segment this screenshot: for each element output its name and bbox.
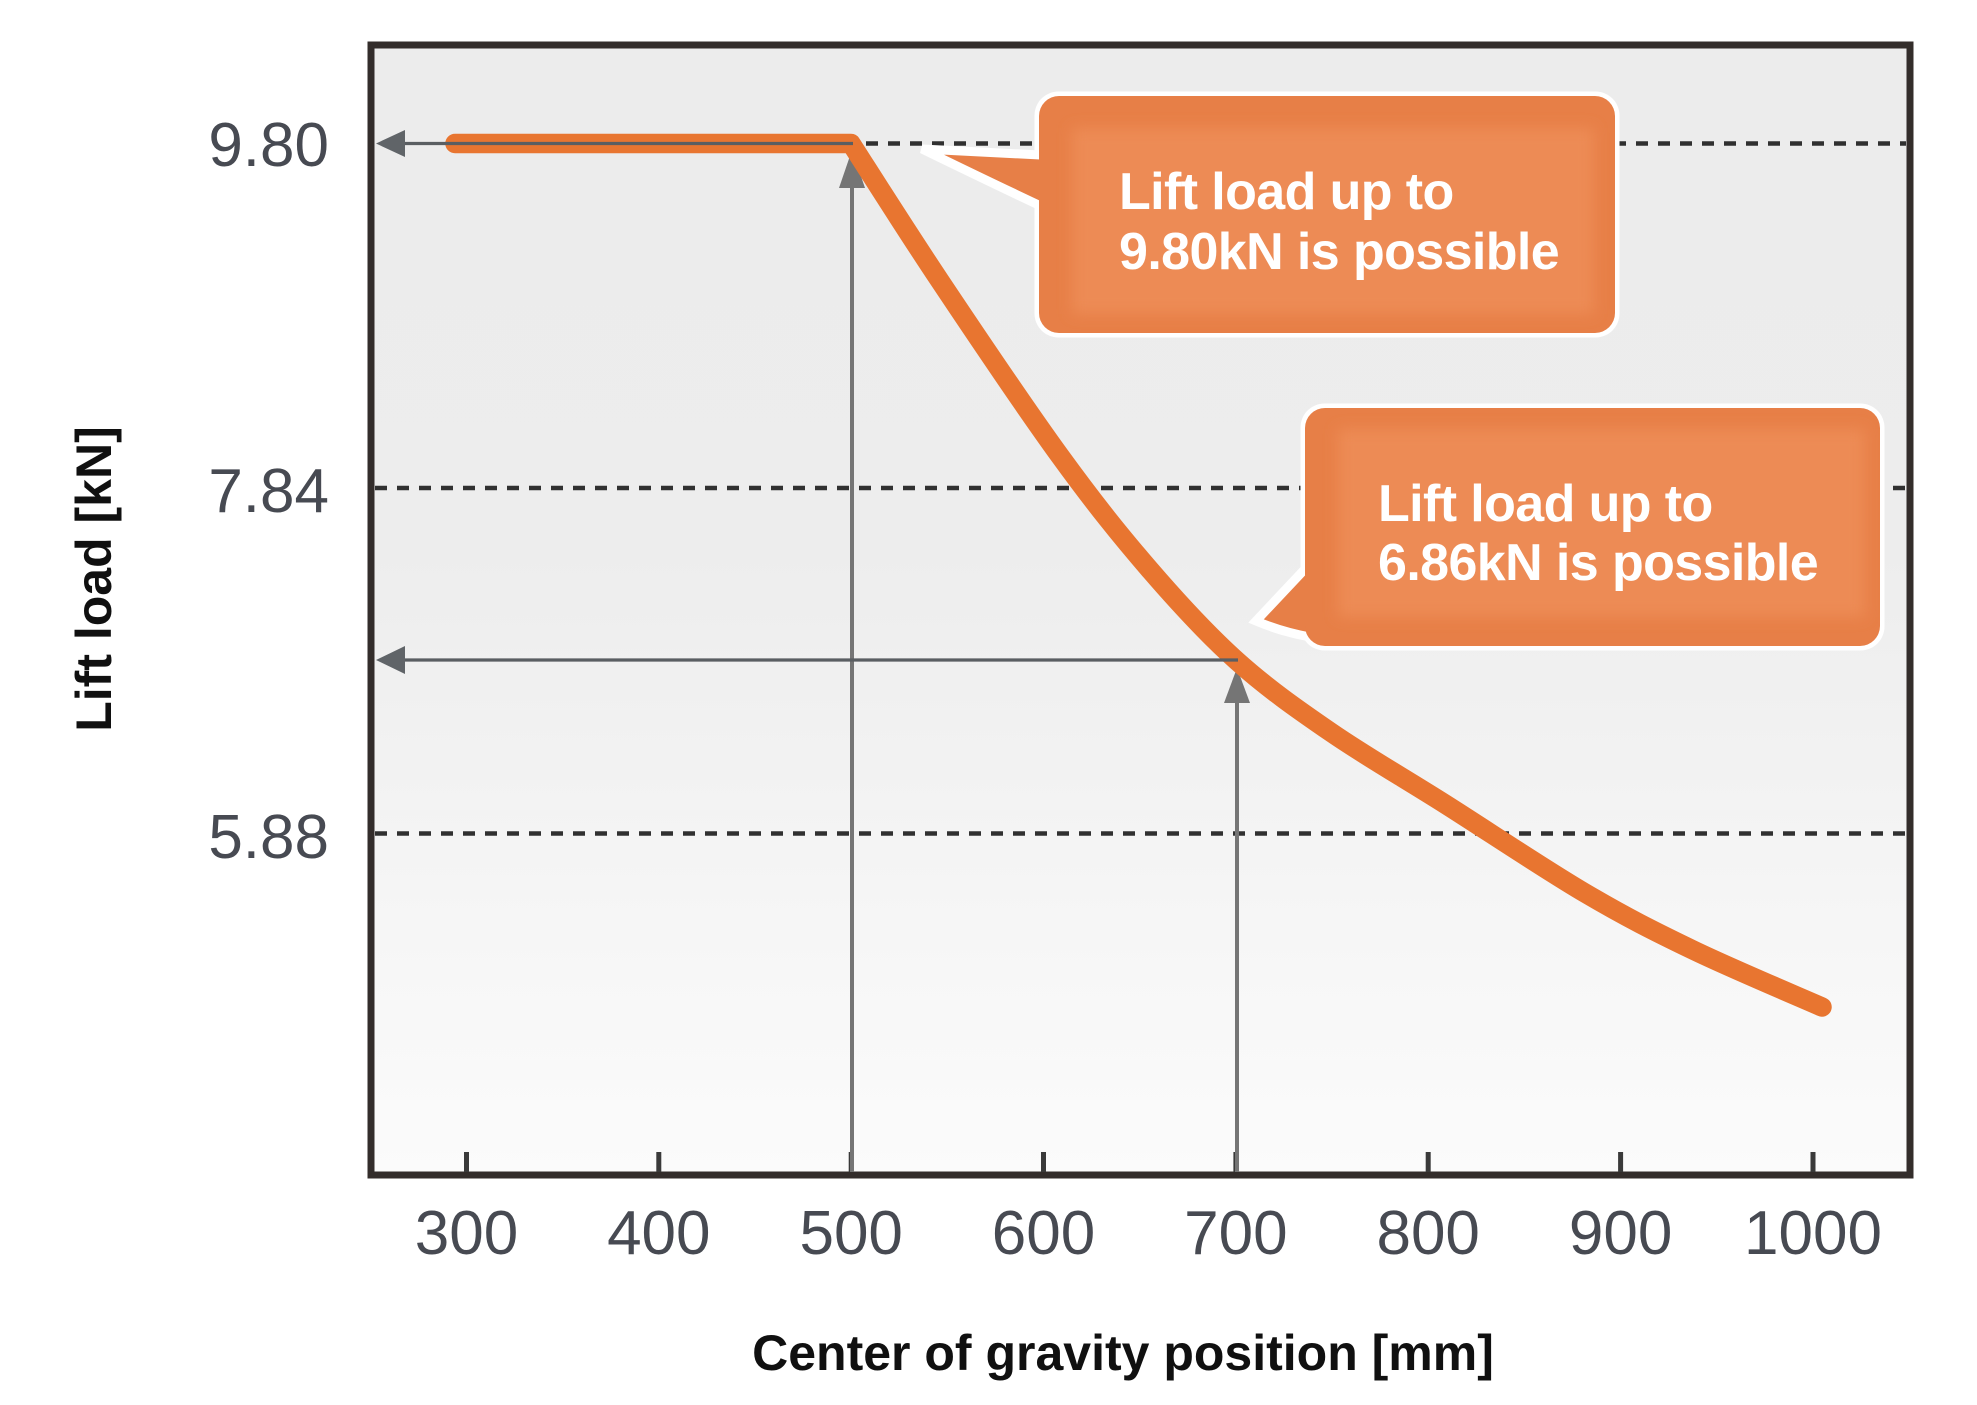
svg-text:Lift load up to: Lift load up to <box>1378 475 1713 533</box>
svg-text:300: 300 <box>415 1199 518 1268</box>
svg-text:900: 900 <box>1569 1199 1672 1268</box>
svg-text:600: 600 <box>992 1199 1095 1268</box>
svg-text:7.84: 7.84 <box>208 457 329 526</box>
svg-text:Lift load [kN]: Lift load [kN] <box>66 426 122 732</box>
svg-text:9.80kN is possible: 9.80kN is possible <box>1119 223 1559 281</box>
svg-text:700: 700 <box>1184 1199 1287 1268</box>
svg-text:Lift load up to: Lift load up to <box>1119 163 1454 221</box>
svg-text:500: 500 <box>799 1199 902 1268</box>
svg-text:1000: 1000 <box>1744 1199 1882 1268</box>
svg-text:5.88: 5.88 <box>208 803 329 872</box>
svg-text:Center of gravity position [mm: Center of gravity position [mm] <box>752 1325 1494 1381</box>
svg-text:6.86kN is possible: 6.86kN is possible <box>1378 534 1818 592</box>
svg-text:800: 800 <box>1376 1199 1479 1268</box>
svg-text:400: 400 <box>607 1199 710 1268</box>
svg-text:9.80: 9.80 <box>208 111 329 180</box>
